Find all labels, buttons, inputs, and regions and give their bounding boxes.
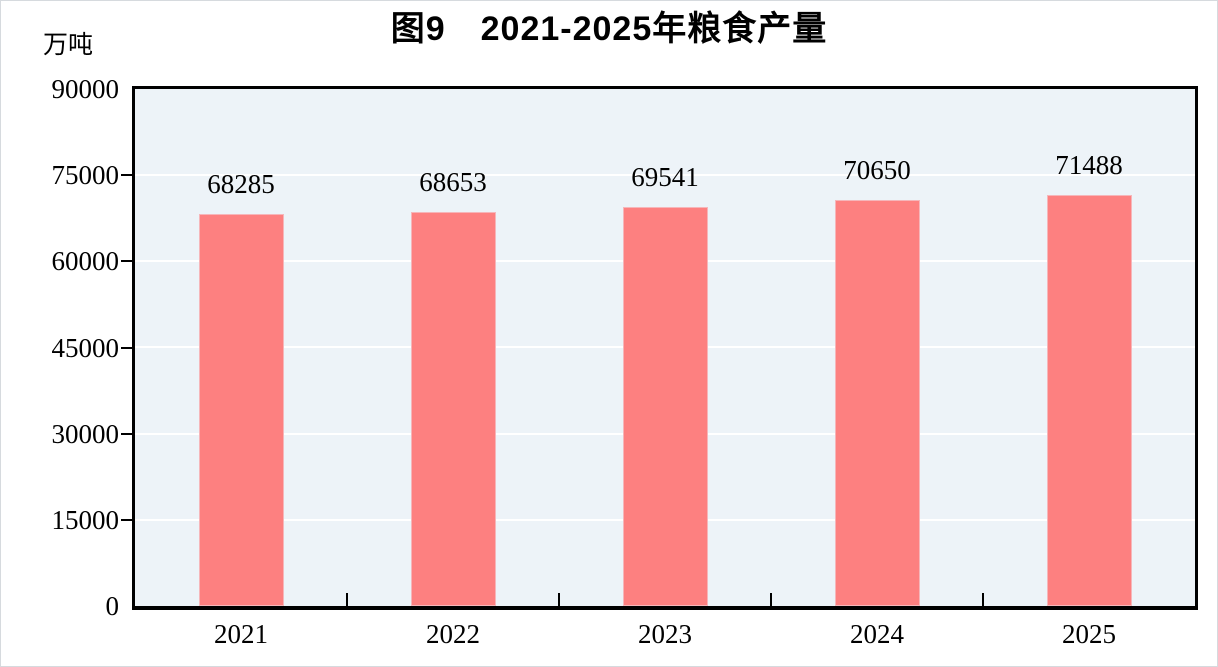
y-axis-tick-label: 15000 xyxy=(51,504,120,535)
bar-2021 xyxy=(198,214,284,606)
x-axis-tick xyxy=(558,593,560,606)
y-axis-tick-label: 30000 xyxy=(51,418,120,449)
x-axis-tick xyxy=(770,593,772,606)
x-axis-tick-label: 2023 xyxy=(638,619,692,649)
bar-2025 xyxy=(1046,195,1132,606)
y-axis-tick-label: 90000 xyxy=(51,74,120,104)
y-axis-tick-label: 75000 xyxy=(51,160,120,191)
bar-value-label: 70650 xyxy=(843,155,911,185)
bar-value-label: 68285 xyxy=(207,169,275,199)
plot-area: 68285 68653 69541 70650 71488 xyxy=(132,86,1198,610)
bar-value-label: 68653 xyxy=(419,167,487,197)
bar-2022 xyxy=(410,212,496,606)
x-axis-tick xyxy=(346,593,348,606)
x-axis-tick-label: 2021 xyxy=(214,619,268,649)
x-axis-tick xyxy=(982,593,984,606)
bar-2023 xyxy=(622,207,708,606)
y-axis-tick xyxy=(121,346,132,349)
y-axis-tick xyxy=(121,432,132,435)
y-axis-tick xyxy=(121,518,132,521)
x-axis-tick-label: 2024 xyxy=(850,619,904,649)
y-axis-tick xyxy=(121,260,132,263)
bar-value-label: 71488 xyxy=(1055,150,1123,180)
y-gridline xyxy=(135,174,1195,176)
bar-2024 xyxy=(834,200,920,606)
x-axis-tick-label: 2022 xyxy=(426,619,480,649)
y-axis-tick-label: 45000 xyxy=(51,332,120,363)
y-axis-tick-label: 60000 xyxy=(51,246,120,277)
chart-title: 图9 2021-2025年粮食产量 xyxy=(390,10,828,48)
y-axis-unit-label: 万吨 xyxy=(43,32,94,59)
bar-value-label: 69541 xyxy=(631,162,699,192)
y-axis-tick xyxy=(121,174,132,177)
y-axis-tick-label: 0 xyxy=(105,591,120,621)
x-axis-tick-label: 2025 xyxy=(1062,619,1116,649)
